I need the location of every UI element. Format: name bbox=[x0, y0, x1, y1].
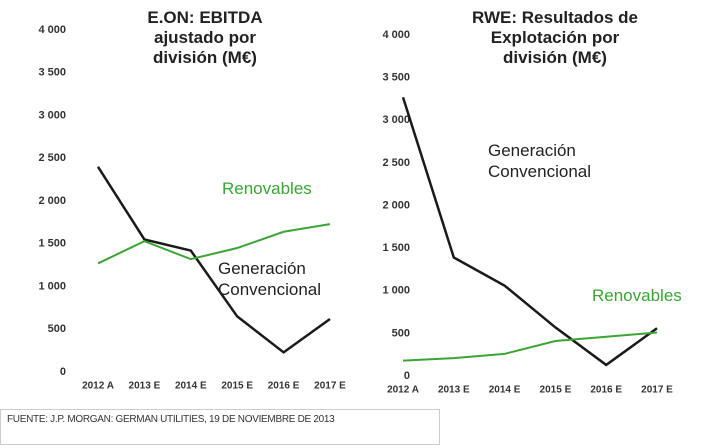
x-tick-label: 2013 E bbox=[129, 381, 161, 392]
y-tick-label: 2 000 bbox=[38, 195, 66, 207]
y-tick-label: 2 500 bbox=[38, 152, 66, 164]
series-line bbox=[96, 166, 331, 354]
y-tick-label: 1 000 bbox=[38, 280, 66, 292]
chart-title: RWE: Resultados de Explotación por divis… bbox=[472, 8, 638, 67]
source: FUENTE: J.P. MORGAN: GERMAN UTILITIES, 1… bbox=[0, 409, 440, 445]
y-tick-label: 500 bbox=[48, 323, 66, 335]
series-label: Generación Convencional bbox=[218, 259, 322, 299]
y-tick-label: 2 500 bbox=[382, 157, 410, 169]
x-tick-label: 2014 E bbox=[175, 381, 207, 392]
y-tick-label: 1 000 bbox=[382, 285, 410, 297]
x-tick-label: 2014 E bbox=[489, 385, 521, 396]
y-tick-label: 4 000 bbox=[382, 29, 410, 41]
y-tick-label: 1 500 bbox=[38, 238, 66, 250]
y-tick-label: 4 000 bbox=[38, 24, 66, 36]
series-label: Renovables bbox=[592, 286, 682, 305]
y-tick-label: 3 000 bbox=[38, 109, 66, 121]
x-tick-label: 2015 E bbox=[221, 381, 253, 392]
y-tick-label: 0 bbox=[60, 366, 66, 378]
x-tick-label: 2016 E bbox=[268, 381, 300, 392]
x-tick-label: 2017 E bbox=[314, 381, 346, 392]
x-tick-label: 2013 E bbox=[438, 385, 470, 396]
y-tick-label: 3 500 bbox=[38, 67, 66, 79]
y-tick-label: 3 500 bbox=[382, 72, 410, 84]
series-line bbox=[402, 331, 658, 362]
x-tick-label: 2012 A bbox=[387, 385, 419, 396]
series-label: Renovables bbox=[222, 179, 312, 198]
y-tick-label: 500 bbox=[392, 327, 410, 339]
y-tick-label: 3 000 bbox=[382, 114, 410, 126]
x-tick-label: 2016 E bbox=[590, 385, 622, 396]
series-line bbox=[401, 96, 658, 367]
chart-title: E.ON: EBITDA ajustado por división (M€) bbox=[147, 8, 263, 67]
y-tick-label: 2 000 bbox=[382, 199, 410, 211]
x-tick-label: 2012 A bbox=[82, 381, 114, 392]
series-line bbox=[97, 223, 331, 265]
series-label: Generación Convencional bbox=[488, 141, 592, 181]
x-tick-label: 2015 E bbox=[540, 385, 572, 396]
y-tick-label: 0 bbox=[404, 370, 410, 382]
x-tick-label: 2017 E bbox=[641, 385, 673, 396]
y-tick-label: 1 500 bbox=[382, 242, 410, 254]
